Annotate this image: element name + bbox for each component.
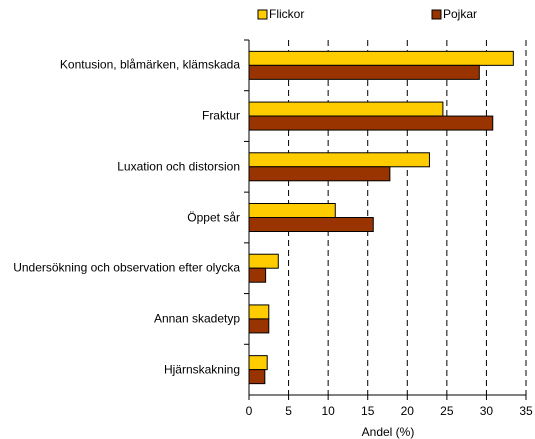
- y-tick-label: Öppet sår: [187, 210, 240, 224]
- y-tick-label: Annan skadetyp: [153, 311, 240, 326]
- y-tick-label: Luxation och distorsion: [117, 159, 240, 174]
- x-tick-label: 10: [321, 404, 335, 418]
- bar: [248, 267, 267, 283]
- legend-swatch: [431, 9, 442, 20]
- y-tick-label: Hjärnskakning: [163, 362, 240, 377]
- x-tick-label: 5: [285, 404, 292, 418]
- bar: [248, 152, 430, 168]
- bar: [248, 64, 480, 80]
- x-tick-label: 0: [246, 404, 253, 418]
- x-tick-label: 25: [440, 404, 454, 418]
- bar: [248, 50, 514, 66]
- x-axis-label: Andel (%): [362, 425, 415, 439]
- y-tick-label: Fraktur: [201, 108, 240, 123]
- x-tick-label: 35: [519, 404, 533, 418]
- bar: [248, 101, 444, 117]
- bar: [248, 355, 268, 371]
- bar: [248, 115, 494, 131]
- legend-label: Pojkar: [443, 7, 477, 21]
- x-tick-label: 30: [480, 404, 494, 418]
- bar: [248, 253, 279, 269]
- bar: [248, 304, 270, 320]
- y-tick-label: Kontusion, blåmärken, klämskada: [59, 57, 240, 72]
- bar: [248, 203, 336, 218]
- bar: [248, 318, 270, 334]
- y-tick-label: Undersökning och observation efter olyck…: [13, 260, 240, 275]
- bar: [248, 369, 266, 385]
- legend-label: Flickor: [269, 7, 304, 21]
- bar: [248, 166, 391, 182]
- x-tick-label: 15: [361, 404, 375, 418]
- legend-swatch: [257, 9, 268, 20]
- bar: [248, 217, 374, 232]
- x-tick-label: 20: [401, 404, 415, 418]
